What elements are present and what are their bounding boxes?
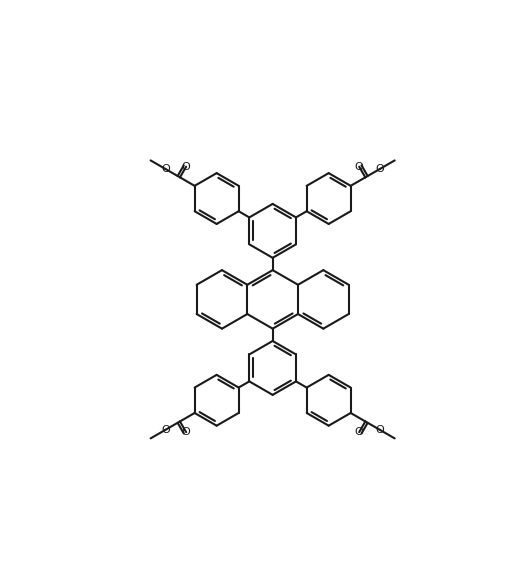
Text: O: O xyxy=(182,427,190,437)
Text: O: O xyxy=(376,164,385,174)
Text: O: O xyxy=(161,425,170,435)
Text: O: O xyxy=(376,425,385,435)
Text: O: O xyxy=(182,162,190,172)
Text: O: O xyxy=(355,162,363,172)
Text: O: O xyxy=(355,427,363,437)
Text: O: O xyxy=(161,164,170,174)
